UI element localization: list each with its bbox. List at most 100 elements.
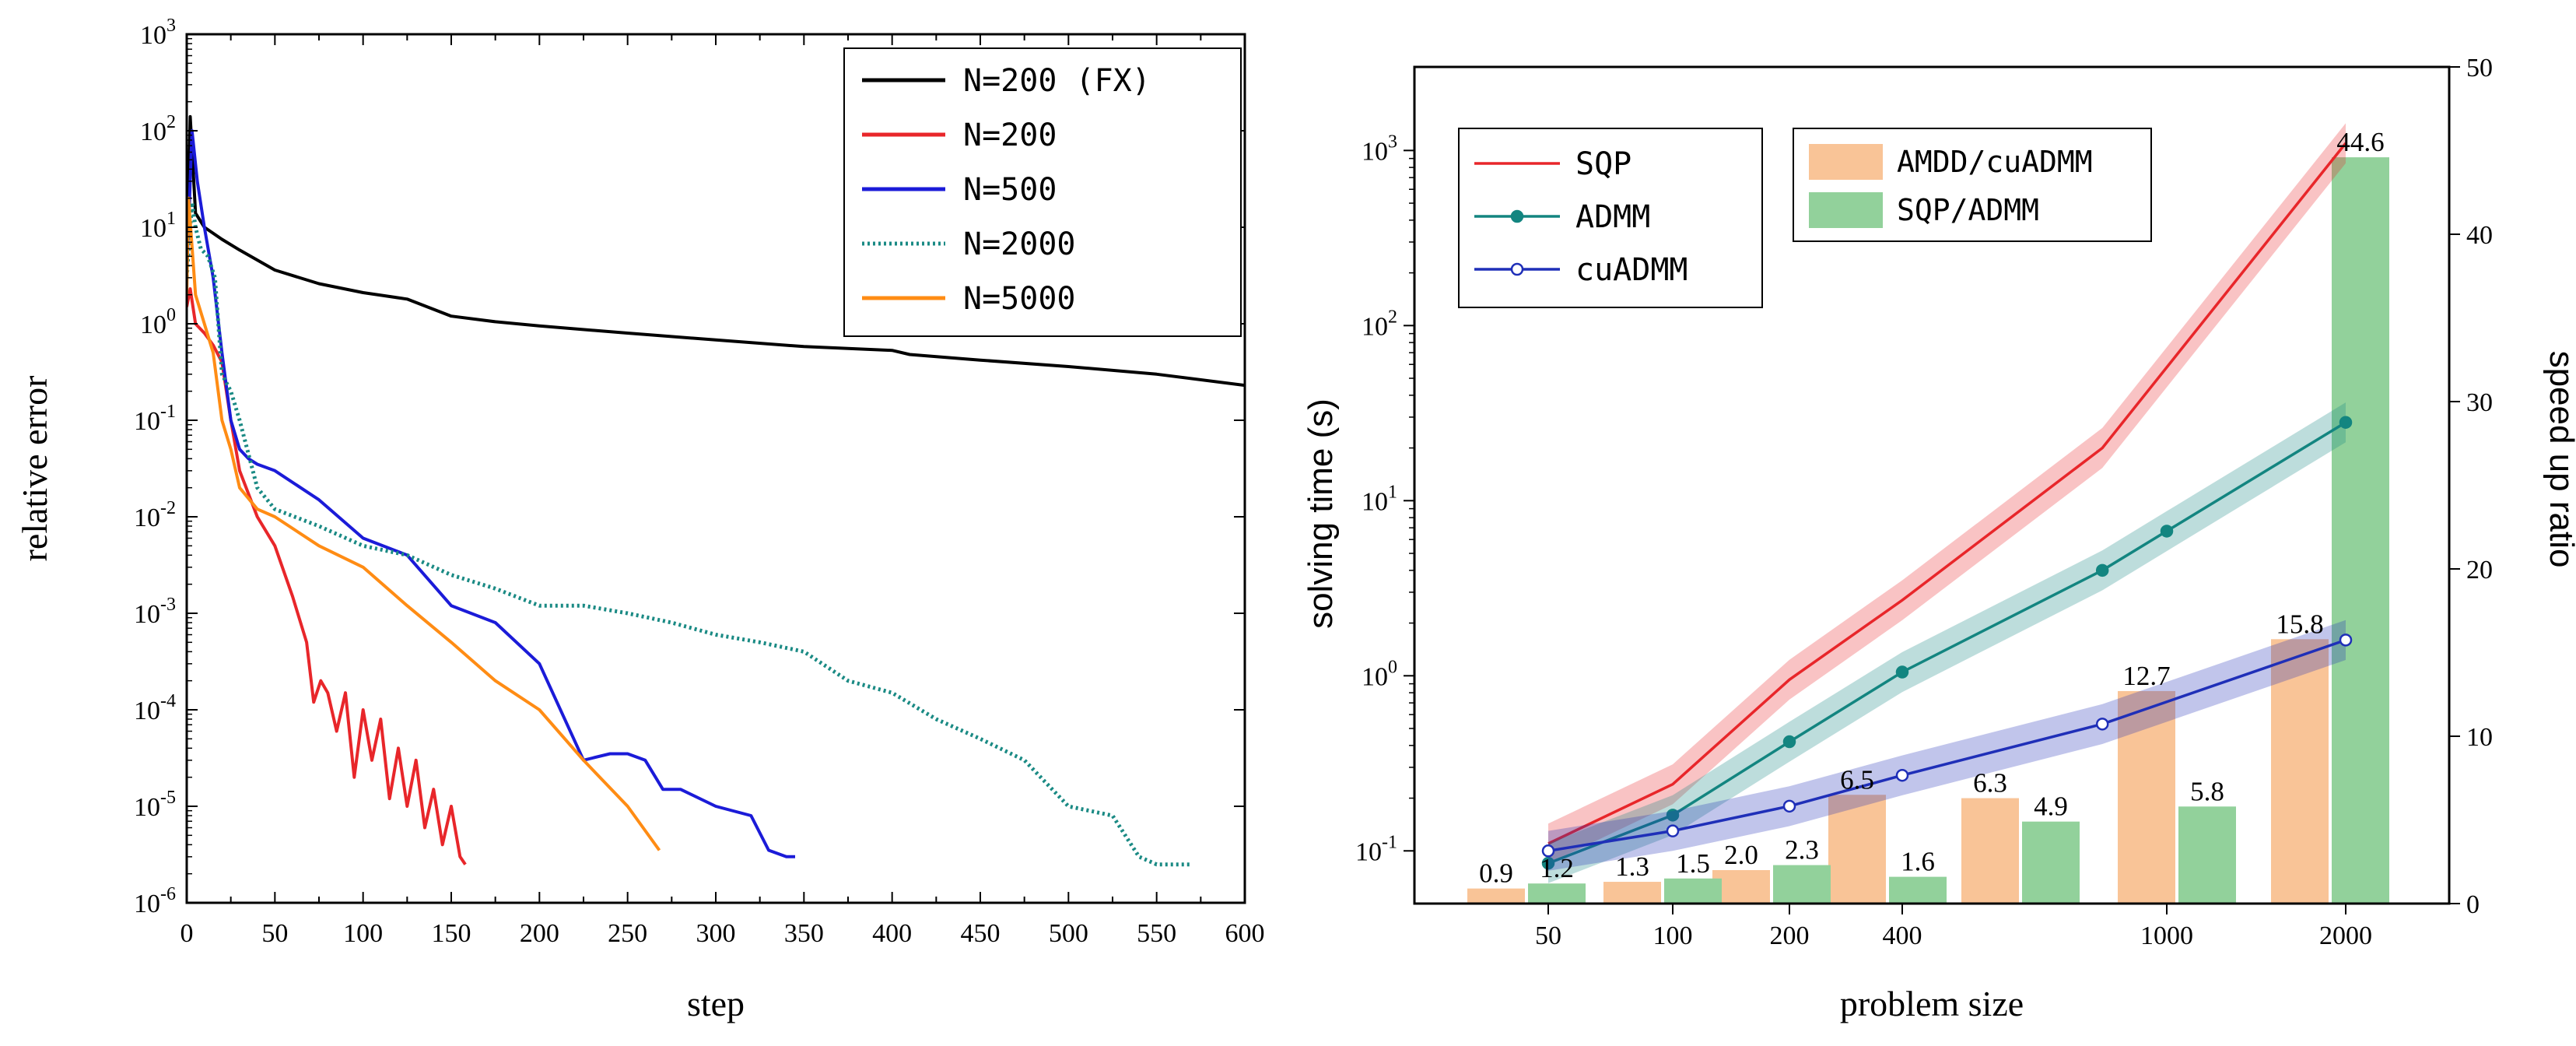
- right-y2-axis-label: speed up ratio: [2543, 351, 2576, 568]
- left-x-tick-label: 150: [432, 919, 471, 948]
- right-y-tick-label: 10-1: [1355, 832, 1397, 866]
- left-y-tick-label-exp: -3: [160, 595, 176, 615]
- right-series-marker-3: [1895, 768, 1909, 782]
- right-bar-sqpadmm: [2022, 821, 2080, 904]
- left-y-tick-label-base: 10: [140, 118, 166, 146]
- right-y-tick-label-base: 10: [1362, 312, 1388, 341]
- right-y-tick-label-base: 10: [1362, 487, 1388, 516]
- right-series-marker-3: [1782, 799, 1796, 813]
- right-bar-label: 2.3: [1785, 835, 1819, 865]
- left-legend-box: [843, 47, 1242, 337]
- right-bar-label: 2.0: [1724, 840, 1758, 870]
- left-y-tick-label-exp: -4: [160, 691, 176, 711]
- right-y-tick-label-exp: -1: [1382, 832, 1397, 852]
- left-y-tick-label-base: 10: [134, 890, 160, 918]
- right-y-tick-label: 100: [1362, 657, 1397, 691]
- right-bar-sqpadmm: [2332, 157, 2389, 904]
- left-x-tick-label: 450: [961, 919, 1001, 948]
- right-legend-line-label-1: SQP: [1575, 146, 1631, 182]
- left-y-tick-label-exp: -2: [160, 498, 176, 518]
- left-y-tick-label: 10-2: [134, 498, 176, 532]
- right-series-band-2: [1548, 402, 2346, 883]
- left-series-line-4: [187, 200, 1192, 867]
- right-y2-tick-label: 20: [2466, 556, 2493, 584]
- right-legend-bar-swatch-1: [1809, 144, 1883, 180]
- right-bar-amddcuadmm: [1467, 888, 1525, 904]
- right-plot-frame: [1413, 65, 2451, 905]
- right-series-band-3: [1548, 620, 2346, 871]
- right-bar-label: 6.5: [1840, 764, 1874, 795]
- left-y-tick-label-base: 10: [134, 504, 160, 532]
- left-y-tick-label-exp: 0: [166, 305, 176, 325]
- left-legend: N=200 (FX) N=200 N=500 N=2000 N=5000: [843, 47, 1242, 337]
- right-bars-group: [1467, 157, 2389, 904]
- left-y-tick-label: 100: [140, 305, 176, 339]
- left-x-axis-label: step: [687, 984, 745, 1023]
- left-y-tick-label-base: 10: [140, 214, 166, 243]
- left-legend-label-2: N=200: [963, 118, 1057, 153]
- right-bar-label: 12.7: [2122, 661, 2170, 691]
- right-chart: 0.9 1.3 2.0 6.5 6.3 12.7 15.8 1.2 1.5 2.3 1.6 4.9 5.…: [1302, 54, 2576, 1023]
- left-x-tick-label: 250: [608, 919, 647, 948]
- right-bar-amddcuadmm: [1712, 870, 1770, 904]
- right-bar-amddcuadmm: [1603, 882, 1661, 904]
- left-x-tick-label: 200: [520, 919, 559, 948]
- left-x-tick-label: 550: [1137, 919, 1176, 948]
- left-y-tick-label: 102: [140, 112, 176, 146]
- right-y-tick-label-base: 10: [1362, 662, 1388, 691]
- right-bar-label: 1.3: [1615, 851, 1649, 882]
- right-y-tick-label-exp: 1: [1388, 482, 1397, 502]
- right-series-marker-2: [1541, 856, 1555, 870]
- left-x-tick-label: 0: [180, 919, 194, 948]
- right-legend-bar-label-1: AMDD/cuADMM: [1897, 145, 2093, 179]
- left-series-line-1: [187, 114, 1245, 388]
- left-y-tick-label-exp: -6: [160, 884, 176, 904]
- right-bar-sqpadmm: [1664, 878, 1722, 904]
- right-y-tick-label-base: 10: [1355, 837, 1382, 866]
- right-bar-label: 1.2: [1540, 853, 1574, 883]
- left-chart: 0 50 100 150 200 250 300 350 400 450 500 550 60010-6…: [15, 16, 1265, 1023]
- right-legend-line-label-3: cuADMM: [1575, 252, 1688, 288]
- right-legend-bar-swatch-2: [1809, 192, 1883, 228]
- right-y-tick-label-exp: 0: [1388, 657, 1397, 677]
- right-y-tick-label: 102: [1362, 307, 1397, 341]
- right-series-line-3: [1547, 638, 2346, 853]
- left-x-tick-label: 400: [872, 919, 912, 948]
- right-y-axis-label: solving time (s): [1302, 398, 1340, 629]
- right-bar-label: 1.5: [1676, 848, 1710, 879]
- right-bar-amddcuadmm: [2271, 639, 2329, 904]
- right-y-tick-label-base: 10: [1362, 137, 1388, 166]
- right-y2-tick-label: 50: [2466, 54, 2493, 82]
- right-series-marker-2: [2160, 525, 2174, 538]
- right-series-marker-3: [2095, 718, 2109, 731]
- right-series-marker-2: [1666, 809, 1680, 822]
- left-y-tick-label-base: 10: [134, 793, 160, 822]
- left-y-tick-label: 10-5: [134, 788, 176, 822]
- right-ticks: 50 100 200 400 1000 200010-110010110210301020…: [1355, 54, 2493, 950]
- right-bar-labels: 0.9 1.3 2.0 6.5 6.3 12.7 15.8 1.2 1.5 2.3 1.6 4.9 5.…: [1479, 127, 2385, 889]
- right-series-marker-3: [1666, 824, 1680, 837]
- right-bar-sqpadmm: [1889, 876, 1947, 904]
- left-y-tick-label-exp: 1: [166, 209, 176, 229]
- left-y-tick-label-exp: -5: [160, 788, 176, 808]
- left-series-line-2: [187, 287, 467, 865]
- left-series-group: [187, 114, 1245, 867]
- right-bar-amddcuadmm: [2118, 690, 2175, 904]
- right-x-tick-label: 2000: [2319, 921, 2372, 950]
- left-y-tick-label: 101: [140, 209, 176, 243]
- right-bar-label: 1.6: [1901, 847, 1935, 877]
- left-y-tick-label: 103: [140, 16, 176, 50]
- right-y2-tick-label: 10: [2466, 723, 2493, 752]
- right-bar-label: 5.8: [2190, 776, 2224, 806]
- right-line-legend: SQP ADMM cuADMM: [1458, 128, 1763, 308]
- left-series-line-3: [187, 129, 795, 858]
- right-legend-marker-2: [1510, 209, 1524, 223]
- right-x-tick-label: 200: [1770, 921, 1810, 950]
- right-series-marker-2: [1782, 735, 1796, 749]
- right-bar-label: 4.9: [2034, 792, 2068, 822]
- left-x-tick-label: 600: [1225, 919, 1265, 948]
- right-y-tick-label-exp: 3: [1388, 132, 1397, 152]
- left-x-tick-label: 300: [696, 919, 736, 948]
- right-legend-bar-label-2: SQP/ADMM: [1897, 193, 2039, 227]
